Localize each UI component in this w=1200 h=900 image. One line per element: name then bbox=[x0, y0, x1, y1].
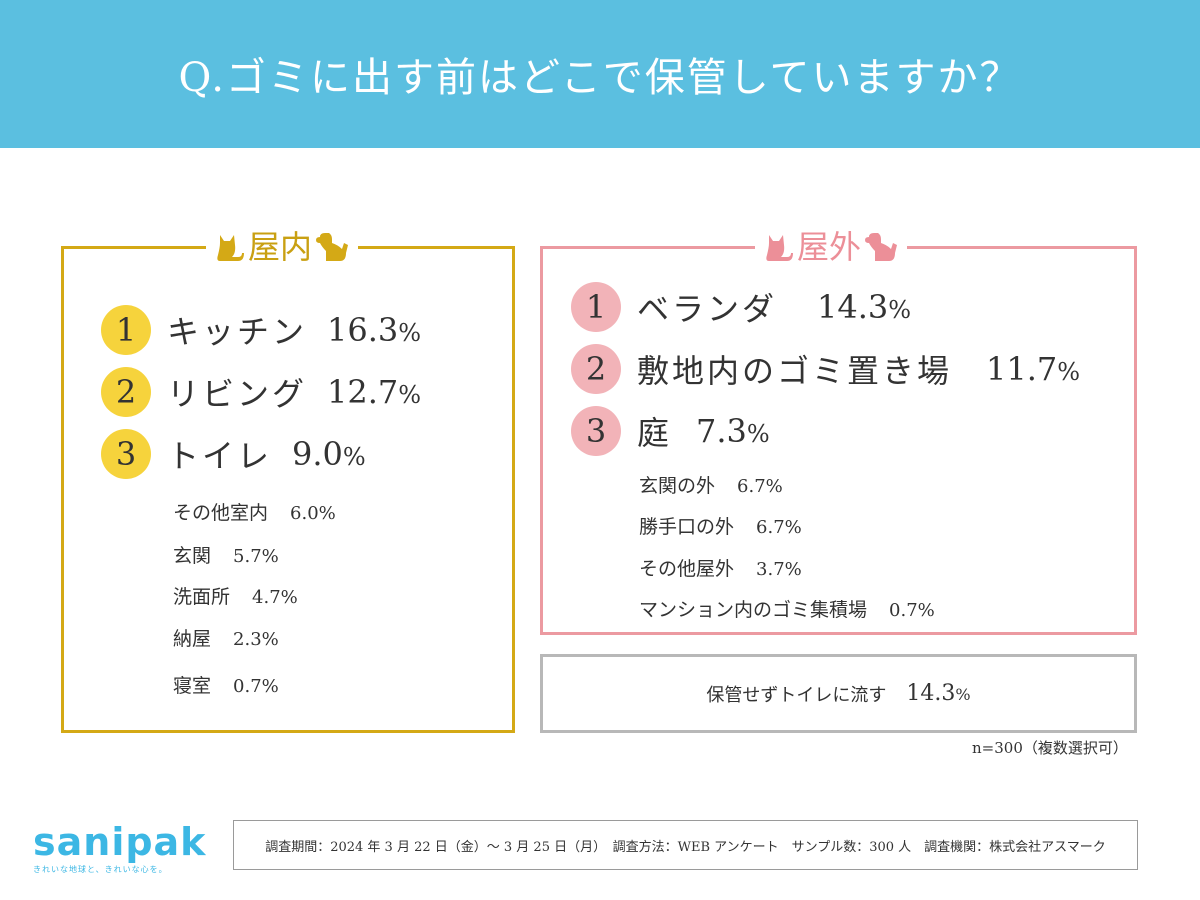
cat-icon bbox=[766, 235, 793, 261]
indoor-other-item: 玄関 5.7% bbox=[173, 545, 279, 567]
rank-label: リビング bbox=[167, 375, 308, 413]
outdoor-other-item: その他屋外 3.7% bbox=[639, 558, 802, 580]
indoor-other-item: 寝室 0.7% bbox=[173, 675, 279, 697]
indoor-rank-3-row: 3 トイレ 9.0% bbox=[101, 429, 366, 479]
indoor-label-text: 屋内 bbox=[248, 228, 313, 266]
rank-label: トイレ bbox=[167, 437, 273, 475]
outdoor-rank-2-row: 2 敷地内のゴミ置き場 11.7% bbox=[571, 344, 1080, 394]
header-banner: Q.ゴミに出す前はどこで保管していますか？ bbox=[0, 0, 1200, 148]
logo-text: sanipak bbox=[33, 820, 207, 864]
outdoor-panel-label: 屋外 bbox=[755, 225, 908, 269]
indoor-panel: 屋内 1 キッチン 16.3% 2 リビング 12.7% 3 トイレ 9.0% … bbox=[61, 225, 515, 733]
outdoor-other-item: マンション内のゴミ集積場 0.7% bbox=[639, 599, 935, 621]
logo-tagline: きれいな地球と、きれいな心を。 bbox=[33, 865, 168, 874]
rank-badge: 2 bbox=[101, 367, 151, 417]
rank-badge: 2 bbox=[571, 344, 621, 394]
rank-percentage: 12.7% bbox=[327, 373, 422, 411]
indoor-panel-label: 屋内 bbox=[206, 225, 359, 269]
rank-label: 庭 bbox=[637, 414, 673, 452]
no-storage-percentage: 14.3% bbox=[906, 681, 971, 706]
rank-percentage: 14.3% bbox=[817, 288, 912, 326]
page-title: Q.ゴミに出す前はどこで保管していますか？ bbox=[178, 55, 1022, 101]
outdoor-rank-1-row: 1 ベランダ 14.3% bbox=[571, 282, 911, 332]
no-storage-label: 保管せずトイレに流す bbox=[706, 684, 887, 706]
rank-badge: 1 bbox=[571, 282, 621, 332]
outdoor-other-item: 玄関の外 6.7% bbox=[639, 475, 783, 497]
rank-percentage: 11.7% bbox=[986, 350, 1081, 388]
outdoor-panel: 屋外 1 ベランダ 14.3% 2 敷地内のゴミ置き場 11.7% 3 庭 7.… bbox=[540, 225, 1137, 635]
survey-info-box: 調査期間：2024 年 3 月 22 日（金）〜 3 月 25 日（月） 調査方… bbox=[233, 820, 1138, 870]
cat-icon bbox=[217, 235, 244, 261]
no-storage-row: 保管せずトイレに流す 14.3% bbox=[543, 657, 1134, 730]
rank-label: ベランダ bbox=[637, 290, 778, 328]
sanipak-logo: sanipak きれいな地球と、きれいな心を。 bbox=[33, 822, 206, 875]
dog-icon bbox=[316, 233, 349, 261]
indoor-rank-2-row: 2 リビング 12.7% bbox=[101, 367, 421, 417]
sample-note: n=300（複数選択可） bbox=[972, 739, 1128, 757]
rank-badge: 1 bbox=[101, 305, 151, 355]
outdoor-label-text: 屋外 bbox=[797, 228, 862, 266]
survey-info-text: 調査期間：2024 年 3 月 22 日（金）〜 3 月 25 日（月） 調査方… bbox=[265, 839, 1106, 855]
indoor-other-item: 洗面所 4.7% bbox=[173, 586, 298, 608]
indoor-other-item: その他室内 6.0% bbox=[173, 502, 336, 524]
indoor-rank-1-row: 1 キッチン 16.3% bbox=[101, 305, 421, 355]
rank-percentage: 9.0% bbox=[292, 435, 366, 473]
dog-icon bbox=[865, 233, 898, 261]
rank-percentage: 16.3% bbox=[327, 311, 422, 349]
rank-badge: 3 bbox=[571, 406, 621, 456]
rank-badge: 3 bbox=[101, 429, 151, 479]
outdoor-other-item: 勝手口の外 6.7% bbox=[639, 516, 802, 538]
rank-percentage: 7.3% bbox=[696, 412, 770, 450]
rank-label: キッチン bbox=[167, 313, 308, 351]
rank-label: 敷地内のゴミ置き場 bbox=[637, 352, 953, 390]
no-storage-box: 保管せずトイレに流す 14.3% bbox=[540, 654, 1137, 733]
indoor-other-item: 納屋 2.3% bbox=[173, 628, 279, 650]
outdoor-rank-3-row: 3 庭 7.3% bbox=[571, 406, 770, 456]
